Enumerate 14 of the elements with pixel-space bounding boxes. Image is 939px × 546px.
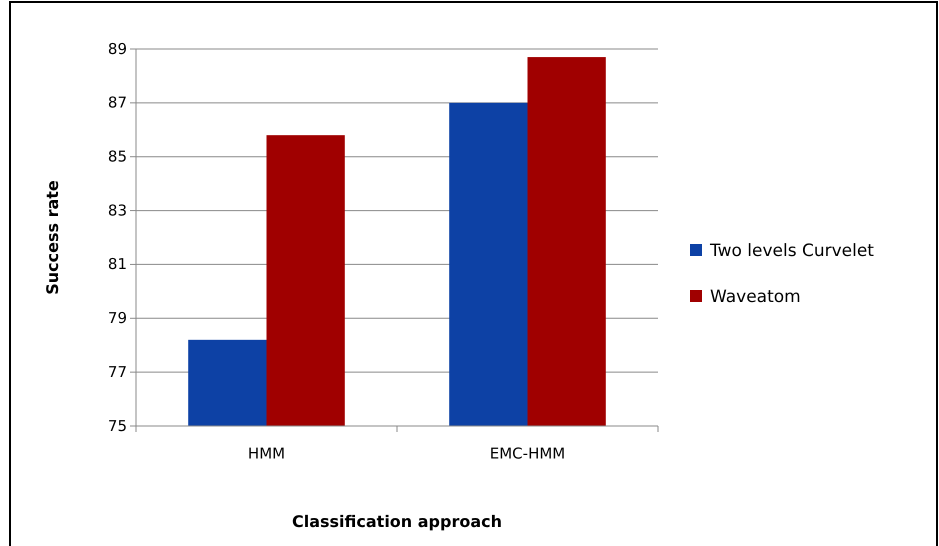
y-axis-title: Success rate — [43, 180, 62, 295]
y-tick-label: 81 — [108, 255, 127, 274]
y-tick-label: 79 — [108, 309, 127, 328]
y-tick-label: 85 — [108, 148, 127, 166]
x-axis-title: Classification approach — [292, 512, 502, 531]
legend-label: Waveatom — [710, 287, 801, 307]
y-tick-label: 89 — [108, 40, 127, 58]
legend-label: Two levels Curvelet — [709, 241, 874, 261]
x-tick-label: EMC-HMM — [490, 444, 566, 463]
y-tick-label: 83 — [108, 201, 127, 220]
y-tick-label: 87 — [108, 94, 127, 112]
x-tick-label: HMM — [248, 444, 286, 463]
y-tick-label: 77 — [108, 362, 127, 381]
y-tick-label: 75 — [108, 416, 127, 435]
